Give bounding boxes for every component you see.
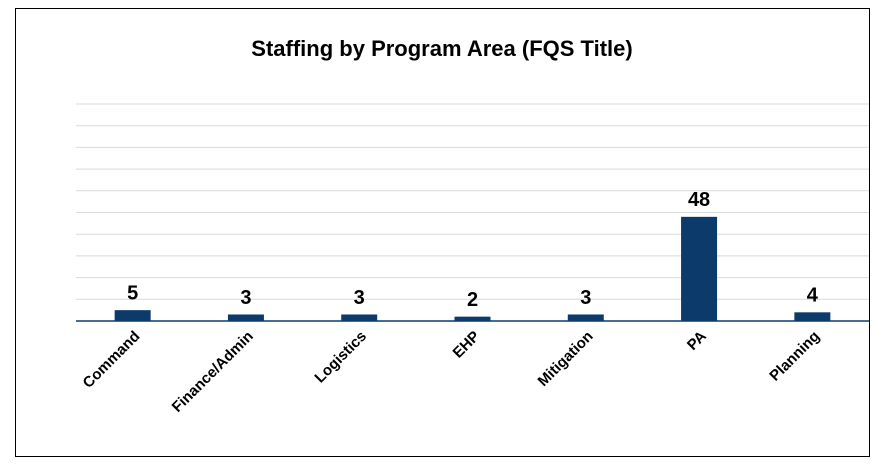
bar: [114, 310, 151, 321]
bar: [567, 314, 604, 321]
bar: [227, 314, 264, 321]
chart-border: [15, 8, 870, 457]
bar: [341, 314, 378, 321]
data-label: 3: [240, 287, 251, 309]
bar: [454, 316, 491, 321]
data-label: 2: [467, 289, 478, 311]
bar: [794, 312, 831, 321]
data-label: 3: [580, 287, 591, 309]
data-label: 4: [807, 285, 819, 307]
data-label: 48: [688, 189, 710, 211]
chart-title: Staffing by Program Area (FQS Title): [251, 36, 632, 61]
bar: [681, 216, 718, 321]
data-label: 5: [127, 282, 138, 304]
data-label: 3: [354, 287, 365, 309]
